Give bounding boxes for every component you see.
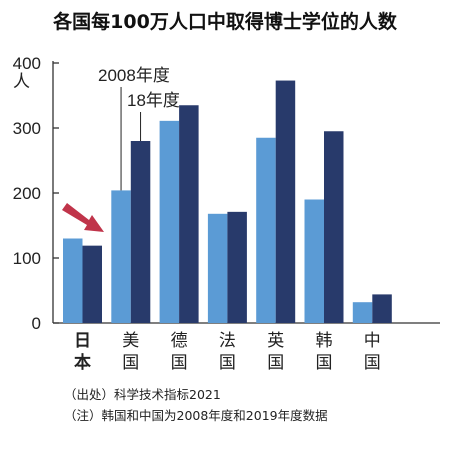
series-label-2008: 2008年度 <box>98 66 170 85</box>
bar-2008-4 <box>207 213 228 323</box>
category-label-char: 国 <box>171 353 188 373</box>
category-label-char: 国 <box>364 353 381 373</box>
y-tick-label: 0 <box>32 314 41 333</box>
bar-2008-1 <box>63 238 83 323</box>
bar-2008-7 <box>352 302 373 323</box>
category-label-char: 法 <box>219 331 236 351</box>
category-label-char: 英 <box>267 331 284 351</box>
source-note: （出处）科学技术指标2021 <box>64 387 221 402</box>
bar-18-2 <box>130 141 151 323</box>
series-label-18: 18年度 <box>127 91 180 110</box>
y-unit-label: 人 <box>13 72 30 91</box>
category-label-char: 国 <box>267 353 284 373</box>
category-label-char: 日 <box>74 331 91 351</box>
bar-18-1 <box>82 245 102 323</box>
y-tick-label: 300 <box>13 119 41 138</box>
category-label-char: 中 <box>364 331 381 351</box>
chart-title: 各国每100万人口中取得博士学位的人数 <box>53 11 397 33</box>
y-tick-label: 400 <box>13 54 41 73</box>
bar-2008-5 <box>256 137 276 323</box>
bar-2008-6 <box>304 199 324 323</box>
bar-2008-3 <box>159 120 180 323</box>
category-label-char: 本 <box>74 352 91 373</box>
bar-18-7 <box>372 294 392 323</box>
data-note: （注）韩国和中国为2008年度和2019年度数据 <box>64 408 328 423</box>
category-label-char: 美 <box>122 331 139 351</box>
y-tick-label: 100 <box>13 249 41 268</box>
category-label-char: 国 <box>219 353 236 373</box>
bar-18-4 <box>227 211 247 323</box>
highlight-arrow-icon <box>62 203 104 232</box>
category-label-char: 德 <box>171 331 188 351</box>
bar-2008-2 <box>111 190 131 323</box>
bar-18-6 <box>324 131 344 323</box>
category-label-char: 国 <box>316 353 333 373</box>
y-tick-label: 200 <box>13 184 41 203</box>
bar-18-5 <box>275 80 296 323</box>
bar-18-3 <box>179 105 199 323</box>
category-label-char: 国 <box>122 353 139 373</box>
category-label-char: 韩 <box>316 331 333 351</box>
